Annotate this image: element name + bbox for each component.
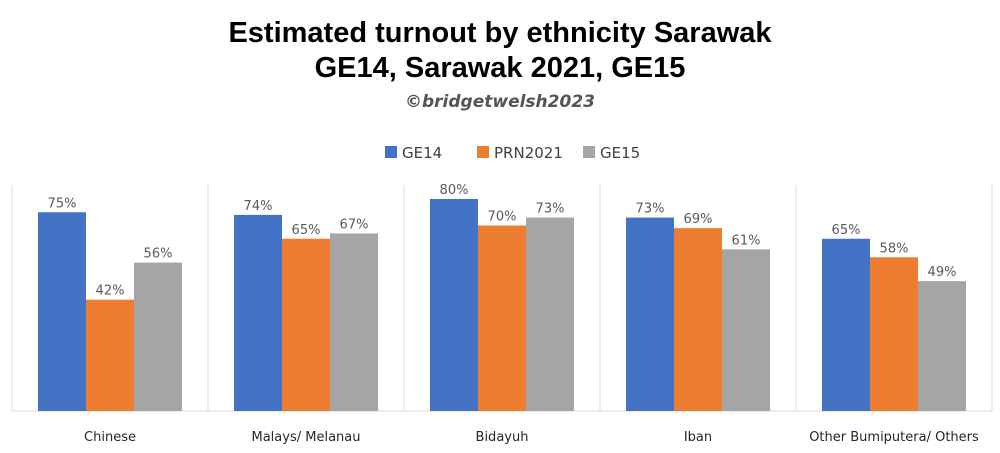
data-label-prn2021-bidayuh: 70% [488,210,517,225]
data-label-ge15-malays-melanau: 67% [340,217,369,232]
bar-ge15-malays-melanau [330,233,378,411]
bar-ge15-other-bumiputera-others [918,281,966,411]
legend-swatch-ge14 [385,146,397,158]
chart-title-line2: GE14, Sarawak 2021, GE15 [314,52,686,84]
bar-ge15-bidayuh [526,217,574,411]
category-label-chinese: Chinese [84,430,136,445]
bar-ge14-other-bumiputera-others [822,238,870,411]
legend-label-prn2021: PRN2021 [494,144,563,162]
data-label-prn2021-other-bumiputera-others: 58% [880,241,909,256]
bar-prn2021-other-bumiputera-others [870,257,918,411]
category-label-malays-melanau: Malays/ Melanau [252,430,361,445]
category-label-iban: Iban [684,430,712,445]
bar-prn2021-malays-melanau [282,238,330,411]
bar-ge14-bidayuh [430,199,478,411]
credit-watermark: ©bridgetwelsh2023 [405,92,595,112]
bar-prn2021-chinese [86,299,134,411]
legend-label-ge15: GE15 [600,144,640,162]
bar-prn2021-bidayuh [478,225,526,411]
bar-ge15-iban [722,249,770,411]
data-label-ge15-chinese: 56% [144,247,173,262]
category-label-other-bumiputera-others: Other Bumiputera/ Others [809,430,979,445]
data-label-ge15-other-bumiputera-others: 49% [928,265,957,280]
data-label-prn2021-iban: 69% [684,212,713,227]
data-label-ge15-iban: 61% [732,233,761,248]
data-label-prn2021-chinese: 42% [96,284,125,299]
data-label-ge14-iban: 73% [636,202,665,217]
legend-label-ge14: GE14 [402,144,442,162]
data-label-ge14-malays-melanau: 74% [244,199,273,214]
category-label-bidayuh: Bidayuh [476,430,529,445]
legend-swatch-prn2021 [477,146,489,158]
data-label-ge14-chinese: 75% [48,196,77,211]
bar-ge14-chinese [38,212,86,411]
bar-ge14-iban [626,217,674,411]
data-label-ge15-bidayuh: 73% [536,202,565,217]
chart-title-line1: Estimated turnout by ethnicity Sarawak [228,17,772,49]
data-label-ge14-other-bumiputera-others: 65% [832,223,861,238]
data-label-ge14-bidayuh: 80% [440,183,469,198]
bar-ge15-chinese [134,262,182,411]
data-label-prn2021-malays-melanau: 65% [292,223,321,238]
legend-swatch-ge15 [583,146,595,158]
bar-prn2021-iban [674,228,722,411]
bar-ge14-malays-melanau [234,214,282,411]
